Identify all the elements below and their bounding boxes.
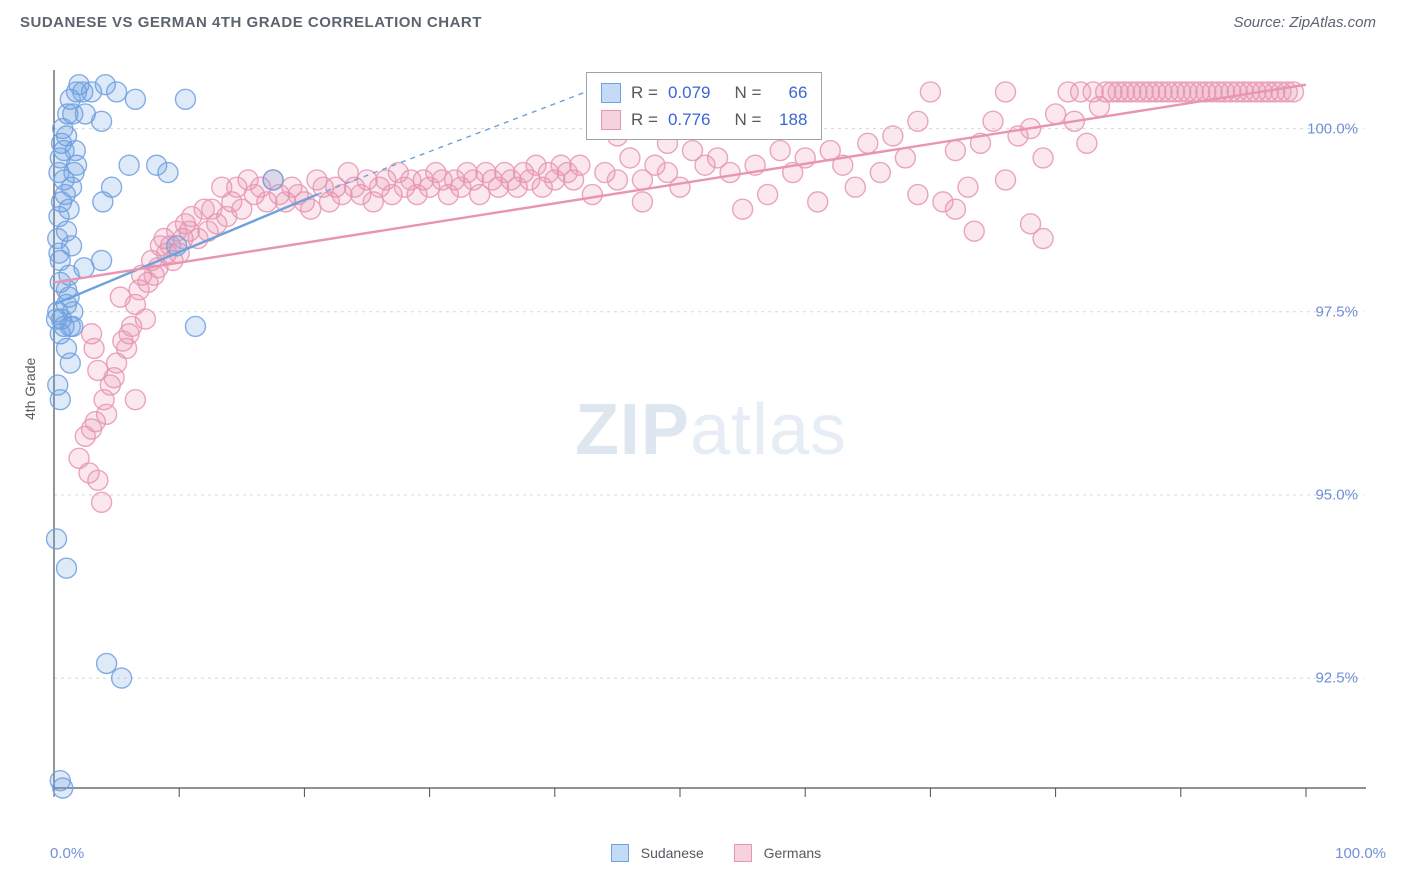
legend-swatch-germans — [734, 844, 752, 862]
chart-source: Source: ZipAtlas.com — [1233, 14, 1376, 31]
stats-N-value: 66 — [771, 79, 807, 106]
y-tick-label: 97.5% — [1315, 303, 1358, 320]
y-tick-label: 95.0% — [1315, 486, 1358, 503]
stats-row: R = 0.776 N = 188 — [601, 106, 807, 133]
y-tick-label: 100.0% — [1307, 120, 1358, 137]
chart-title: SUDANESE VS GERMAN 4TH GRADE CORRELATION… — [20, 14, 482, 31]
legend-swatch-sudanese — [611, 844, 629, 862]
plot-area: ZIPatlas R =0.079N =66R =0.776N =188 92.… — [46, 60, 1376, 800]
scatter-chart — [46, 60, 1376, 800]
correlation-stats-box: R = 0.079 N = 66 R = 0.776 N = 188 — [586, 72, 822, 140]
stats-R-value: 0.079 — [668, 79, 711, 106]
y-tick-label: 92.5% — [1315, 670, 1358, 687]
stats-R-label: R = — [631, 79, 658, 106]
stats-N-label: N = — [734, 106, 761, 133]
stats-N-label: N = — [734, 79, 761, 106]
series-legend: Sudanese Germans — [0, 844, 1406, 862]
stats-row: R = 0.079 N = 66 — [601, 79, 807, 106]
legend-label-germans: Germans — [764, 845, 822, 861]
legend-label-sudanese: Sudanese — [641, 845, 704, 861]
stats-swatch — [601, 83, 621, 103]
stats-swatch — [601, 110, 621, 130]
y-axis-label: 4th Grade — [22, 358, 38, 420]
stats-R-label: R = — [631, 106, 658, 133]
stats-R-value: 0.776 — [668, 106, 711, 133]
stats-N-value: 188 — [771, 106, 807, 133]
chart-header: SUDANESE VS GERMAN 4TH GRADE CORRELATION… — [0, 0, 1406, 35]
